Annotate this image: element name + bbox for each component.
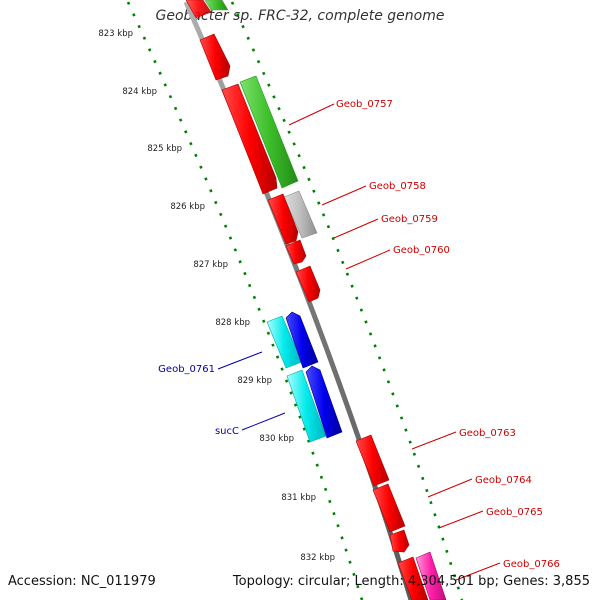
scale-label: 832 kbp: [300, 553, 335, 563]
gene-feature[interactable]: [397, 556, 429, 600]
gene-feature[interactable]: [221, 83, 278, 195]
central-genes: [185, 0, 321, 303]
gene-feature[interactable]: [305, 365, 343, 439]
gene-label[interactable]: Geob_0764: [475, 475, 532, 486]
scale-label: 828 kbp: [215, 318, 250, 328]
scale-label: 829 kbp: [237, 376, 272, 386]
gene-feature[interactable]: [285, 239, 307, 265]
gene-feature[interactable]: [355, 434, 390, 487]
map-title: Geobacter sp. FRC-32, complete genome: [155, 8, 445, 24]
reverse-gene-labels: Geob_0761 sucC: [158, 351, 286, 437]
gene-feature[interactable]: [295, 265, 321, 303]
genome-summary: Topology: circular; Length: 4,304,501 bp…: [232, 574, 590, 589]
gene-feature[interactable]: [199, 33, 231, 81]
gene-label[interactable]: Geob_0759: [381, 214, 438, 225]
gene-feature[interactable]: [267, 193, 299, 245]
gene-label[interactable]: Geob_0761: [158, 364, 215, 375]
gene-feature[interactable]: [285, 311, 319, 369]
gene-feature[interactable]: [283, 190, 318, 239]
gene-label[interactable]: Geob_0765: [486, 507, 543, 518]
scale-labels: 823 kbp 824 kbp 825 kbp 826 kbp 827 kbp …: [98, 29, 335, 563]
reverse-genes: [266, 311, 343, 443]
gene-label[interactable]: sucC: [215, 426, 239, 437]
gene-feature[interactable]: [415, 551, 447, 600]
scale-label: 826 kbp: [170, 202, 205, 212]
gene-feature[interactable]: [185, 0, 212, 19]
gene-label[interactable]: Geob_0763: [459, 428, 516, 439]
scale-label: 823 kbp: [98, 29, 133, 39]
scale-label: 827 kbp: [193, 260, 228, 270]
gene-label[interactable]: Geob_0757: [336, 99, 393, 110]
tick-track-right: [230, 1, 464, 600]
forward-genes: [204, 0, 447, 600]
forward-gene-labels: Geob_0757 Geob_0758 Geob_0759 Geob_0760 …: [288, 99, 560, 581]
gene-feature[interactable]: [372, 483, 406, 533]
gene-feature[interactable]: [204, 0, 229, 11]
accession-label: Accession: NC_011979: [8, 574, 156, 589]
scale-label: 824 kbp: [122, 87, 157, 97]
gene-feature[interactable]: [286, 369, 327, 443]
gene-feature[interactable]: [239, 75, 299, 189]
gene-feature[interactable]: [389, 529, 410, 553]
genome-backbone: [183, 0, 414, 600]
scale-label: 831 kbp: [281, 493, 316, 503]
scale-label: 830 kbp: [259, 434, 294, 444]
gene-label[interactable]: Geob_0760: [393, 245, 450, 256]
gene-label[interactable]: Geob_0758: [369, 181, 426, 192]
gene-label[interactable]: Geob_0766: [503, 559, 560, 570]
scale-label: 825 kbp: [147, 144, 182, 154]
